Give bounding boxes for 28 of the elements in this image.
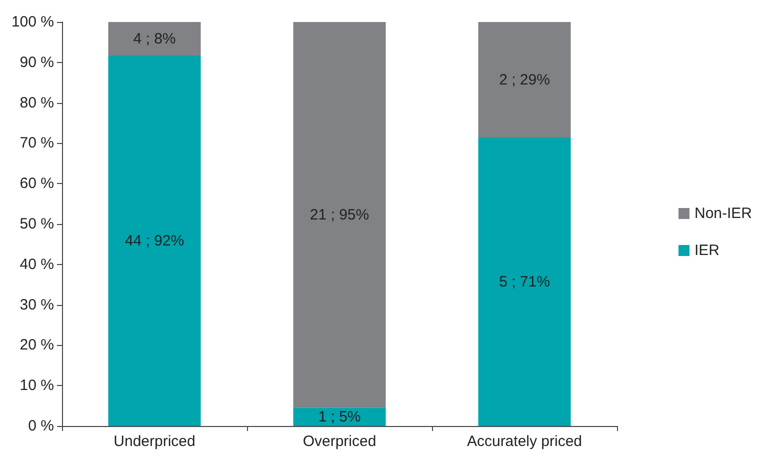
y-tick-label: 50 % xyxy=(20,216,54,232)
bar xyxy=(108,56,201,426)
y-tick-label: 70 % xyxy=(20,134,54,152)
bar xyxy=(108,22,201,56)
y-tick-label: 0 % xyxy=(28,418,54,434)
x-tick-label: Accurately priced xyxy=(466,433,582,450)
y-tick-label: 90 % xyxy=(20,54,54,71)
bar xyxy=(293,408,386,426)
legend-label: Non-IER xyxy=(694,205,752,222)
y-tick-label: 40 % xyxy=(20,256,54,273)
y-tick-label: 100 % xyxy=(11,14,54,30)
data-label: 2 ; 29% xyxy=(499,71,550,88)
y-tick-label: 60 % xyxy=(20,175,54,192)
data-label: 4 ; 8% xyxy=(133,30,176,48)
data-label: 21 ; 95% xyxy=(310,206,370,224)
y-tick-label: 10 % xyxy=(20,377,54,394)
y-tick-label: 20 % xyxy=(20,336,54,354)
x-tick-label: Overpriced xyxy=(302,433,376,450)
bar xyxy=(478,138,571,426)
bar xyxy=(293,22,386,408)
y-tick-label: 30 % xyxy=(20,296,54,314)
data-label: 44 ; 92% xyxy=(124,232,184,250)
data-label: 1 ; 5% xyxy=(318,408,361,426)
x-tick-label: Underpriced xyxy=(114,433,196,450)
legend-label: IER xyxy=(694,242,720,259)
y-tick-label: 80 % xyxy=(20,94,54,112)
data-label: 5 ; 71% xyxy=(499,273,550,290)
bar xyxy=(478,22,571,138)
